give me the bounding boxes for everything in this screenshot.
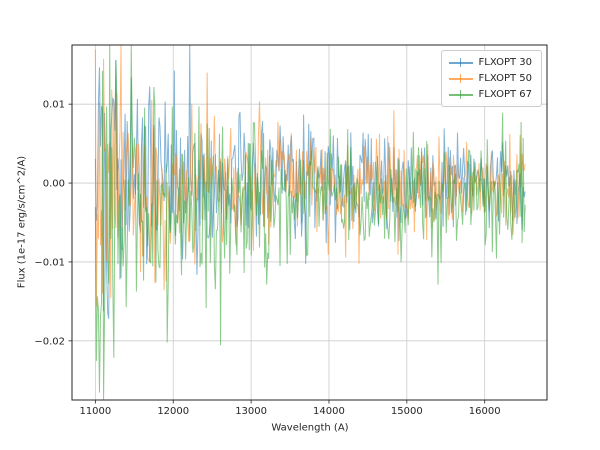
legend: FLXOPT 30 FLXOPT 50 FLXOPT 67 [440, 50, 542, 107]
svg-text:0.00: 0.00 [43, 179, 65, 190]
legend-line-swatch [448, 89, 473, 100]
svg-text:14000: 14000 [313, 406, 345, 417]
legend-item: FLXOPT 67 [448, 88, 532, 101]
svg-text:−0.01: −0.01 [34, 257, 65, 268]
y-axis-label: Flux (1e-17 erg/s/cm^2/A) [16, 155, 28, 289]
legend-label: FLXOPT 67 [478, 89, 532, 100]
svg-text:−0.02: −0.02 [34, 336, 65, 347]
legend-label: FLXOPT 30 [478, 57, 532, 68]
svg-text:11000: 11000 [79, 406, 111, 417]
svg-text:15000: 15000 [391, 406, 423, 417]
x-axis-label: Wavelength (A) [271, 422, 349, 434]
svg-text:12000: 12000 [157, 406, 189, 417]
legend-item: FLXOPT 50 [448, 72, 532, 85]
legend-line-swatch [448, 57, 473, 68]
legend-label: FLXOPT 50 [478, 73, 532, 84]
legend-line-swatch [448, 73, 473, 84]
svg-text:13000: 13000 [235, 406, 267, 417]
svg-text:0.01: 0.01 [43, 100, 65, 111]
svg-text:16000: 16000 [469, 406, 501, 417]
legend-item: FLXOPT 30 [448, 56, 532, 69]
